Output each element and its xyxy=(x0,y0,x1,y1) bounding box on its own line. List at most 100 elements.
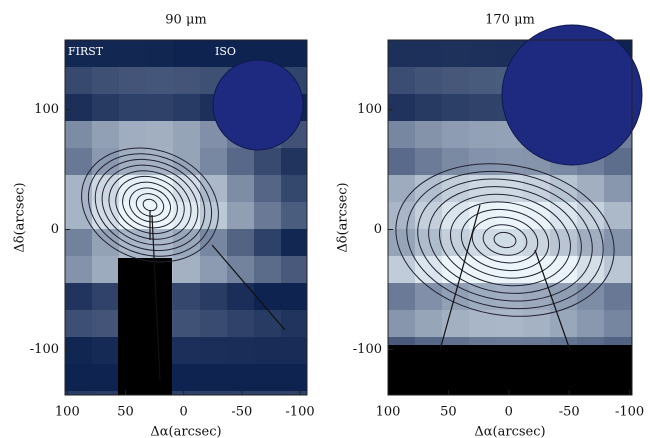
x-axis-label: Δα(arcsec) xyxy=(150,425,221,438)
image-pixel xyxy=(173,175,200,202)
contour xyxy=(122,181,178,229)
image-pixel xyxy=(146,40,173,67)
beam-circle xyxy=(501,24,643,166)
image-pixel xyxy=(254,256,281,283)
image-pixel xyxy=(227,364,254,391)
image-pixel xyxy=(173,229,200,256)
image-pixel xyxy=(281,40,307,67)
contour xyxy=(449,201,561,279)
image-pixel xyxy=(415,148,442,175)
image-pixel xyxy=(65,148,92,175)
panel-title: 90 μm xyxy=(165,13,206,28)
contour xyxy=(460,208,550,272)
contour xyxy=(406,170,604,310)
image-pixel xyxy=(415,94,442,121)
image-pixel xyxy=(227,283,254,310)
image-pixel xyxy=(254,229,281,256)
image-pixel xyxy=(65,94,92,121)
image-pixel xyxy=(65,40,92,67)
image-pixel xyxy=(173,40,200,67)
image-pixel xyxy=(415,283,442,310)
image-pixel xyxy=(469,94,496,121)
image-pixel xyxy=(523,310,550,337)
contour xyxy=(108,170,192,240)
contour xyxy=(428,186,582,294)
image-pixel xyxy=(200,148,227,175)
annotation: FIRST xyxy=(68,45,104,58)
image-pixel xyxy=(119,94,146,121)
contour xyxy=(87,153,213,257)
image-pixel xyxy=(65,337,92,364)
image-pixel xyxy=(281,148,307,175)
image-pixel xyxy=(173,121,200,148)
image-pixel xyxy=(200,391,227,395)
image-pixel xyxy=(92,121,119,148)
image-pixel xyxy=(227,310,254,337)
arrow xyxy=(534,249,571,351)
image-pixel xyxy=(469,40,496,67)
image-pixel xyxy=(254,148,281,175)
image-pixel xyxy=(442,121,469,148)
y-tick-label: 0 xyxy=(51,222,59,237)
image-pixel xyxy=(92,337,119,364)
image-pixel xyxy=(254,175,281,202)
y-tick-label: 0 xyxy=(374,222,382,237)
image-pixel xyxy=(200,310,227,337)
image-panel xyxy=(387,24,643,396)
image-pixel xyxy=(254,391,281,395)
image-pixel xyxy=(227,202,254,229)
image-pixel xyxy=(415,40,442,67)
image-pixel xyxy=(577,283,604,310)
frame xyxy=(64,39,308,396)
y-axis-label: Δδ(arcsec) xyxy=(13,182,28,252)
x-tick-label: -50 xyxy=(231,405,252,420)
image-pixel xyxy=(469,67,496,94)
image-pixel xyxy=(119,67,146,94)
image-pixel xyxy=(92,391,119,395)
image-pixel xyxy=(577,202,604,229)
x-tick-label: 100 xyxy=(55,405,80,420)
image-pixel xyxy=(442,283,469,310)
image-pixel xyxy=(496,148,523,175)
image-pixel xyxy=(469,148,496,175)
image-pixel xyxy=(281,229,307,256)
image-pixel xyxy=(65,175,92,202)
y-tick-label: -100 xyxy=(353,342,382,357)
image-pixel xyxy=(442,175,469,202)
image-pixel xyxy=(227,229,254,256)
image-pixel xyxy=(281,283,307,310)
image-pixel xyxy=(442,94,469,121)
image-pixel xyxy=(281,256,307,283)
contour xyxy=(94,158,206,252)
image-pixel xyxy=(577,310,604,337)
image-pixel xyxy=(227,148,254,175)
y-tick-label: 100 xyxy=(34,102,59,117)
image-pixel xyxy=(604,229,631,256)
arrow xyxy=(211,244,286,331)
image-pixel xyxy=(388,40,415,67)
image-pixel xyxy=(388,229,415,256)
image-pixel xyxy=(200,364,227,391)
image-pixel xyxy=(523,202,550,229)
image-pixel xyxy=(173,94,200,121)
image-pixel xyxy=(92,310,119,337)
contour xyxy=(135,193,165,217)
image-pixel xyxy=(173,364,200,391)
image-pixel xyxy=(200,337,227,364)
image-pixel xyxy=(254,310,281,337)
masked-region xyxy=(118,258,172,395)
image-pixel xyxy=(65,364,92,391)
image-pixel xyxy=(200,229,227,256)
image-pixel xyxy=(173,283,200,310)
x-tick-label: -100 xyxy=(615,405,644,420)
x-tick-label: -100 xyxy=(285,405,314,420)
image-pixel xyxy=(119,40,146,67)
y-axis-label: Δδ(arcsec) xyxy=(336,182,351,252)
x-axis-label: Δα(arcsec) xyxy=(474,425,545,438)
image-pixel xyxy=(604,283,631,310)
image-pixel xyxy=(281,202,307,229)
image-pixel xyxy=(523,229,550,256)
image-pixel xyxy=(469,256,496,283)
image-pixel xyxy=(496,310,523,337)
